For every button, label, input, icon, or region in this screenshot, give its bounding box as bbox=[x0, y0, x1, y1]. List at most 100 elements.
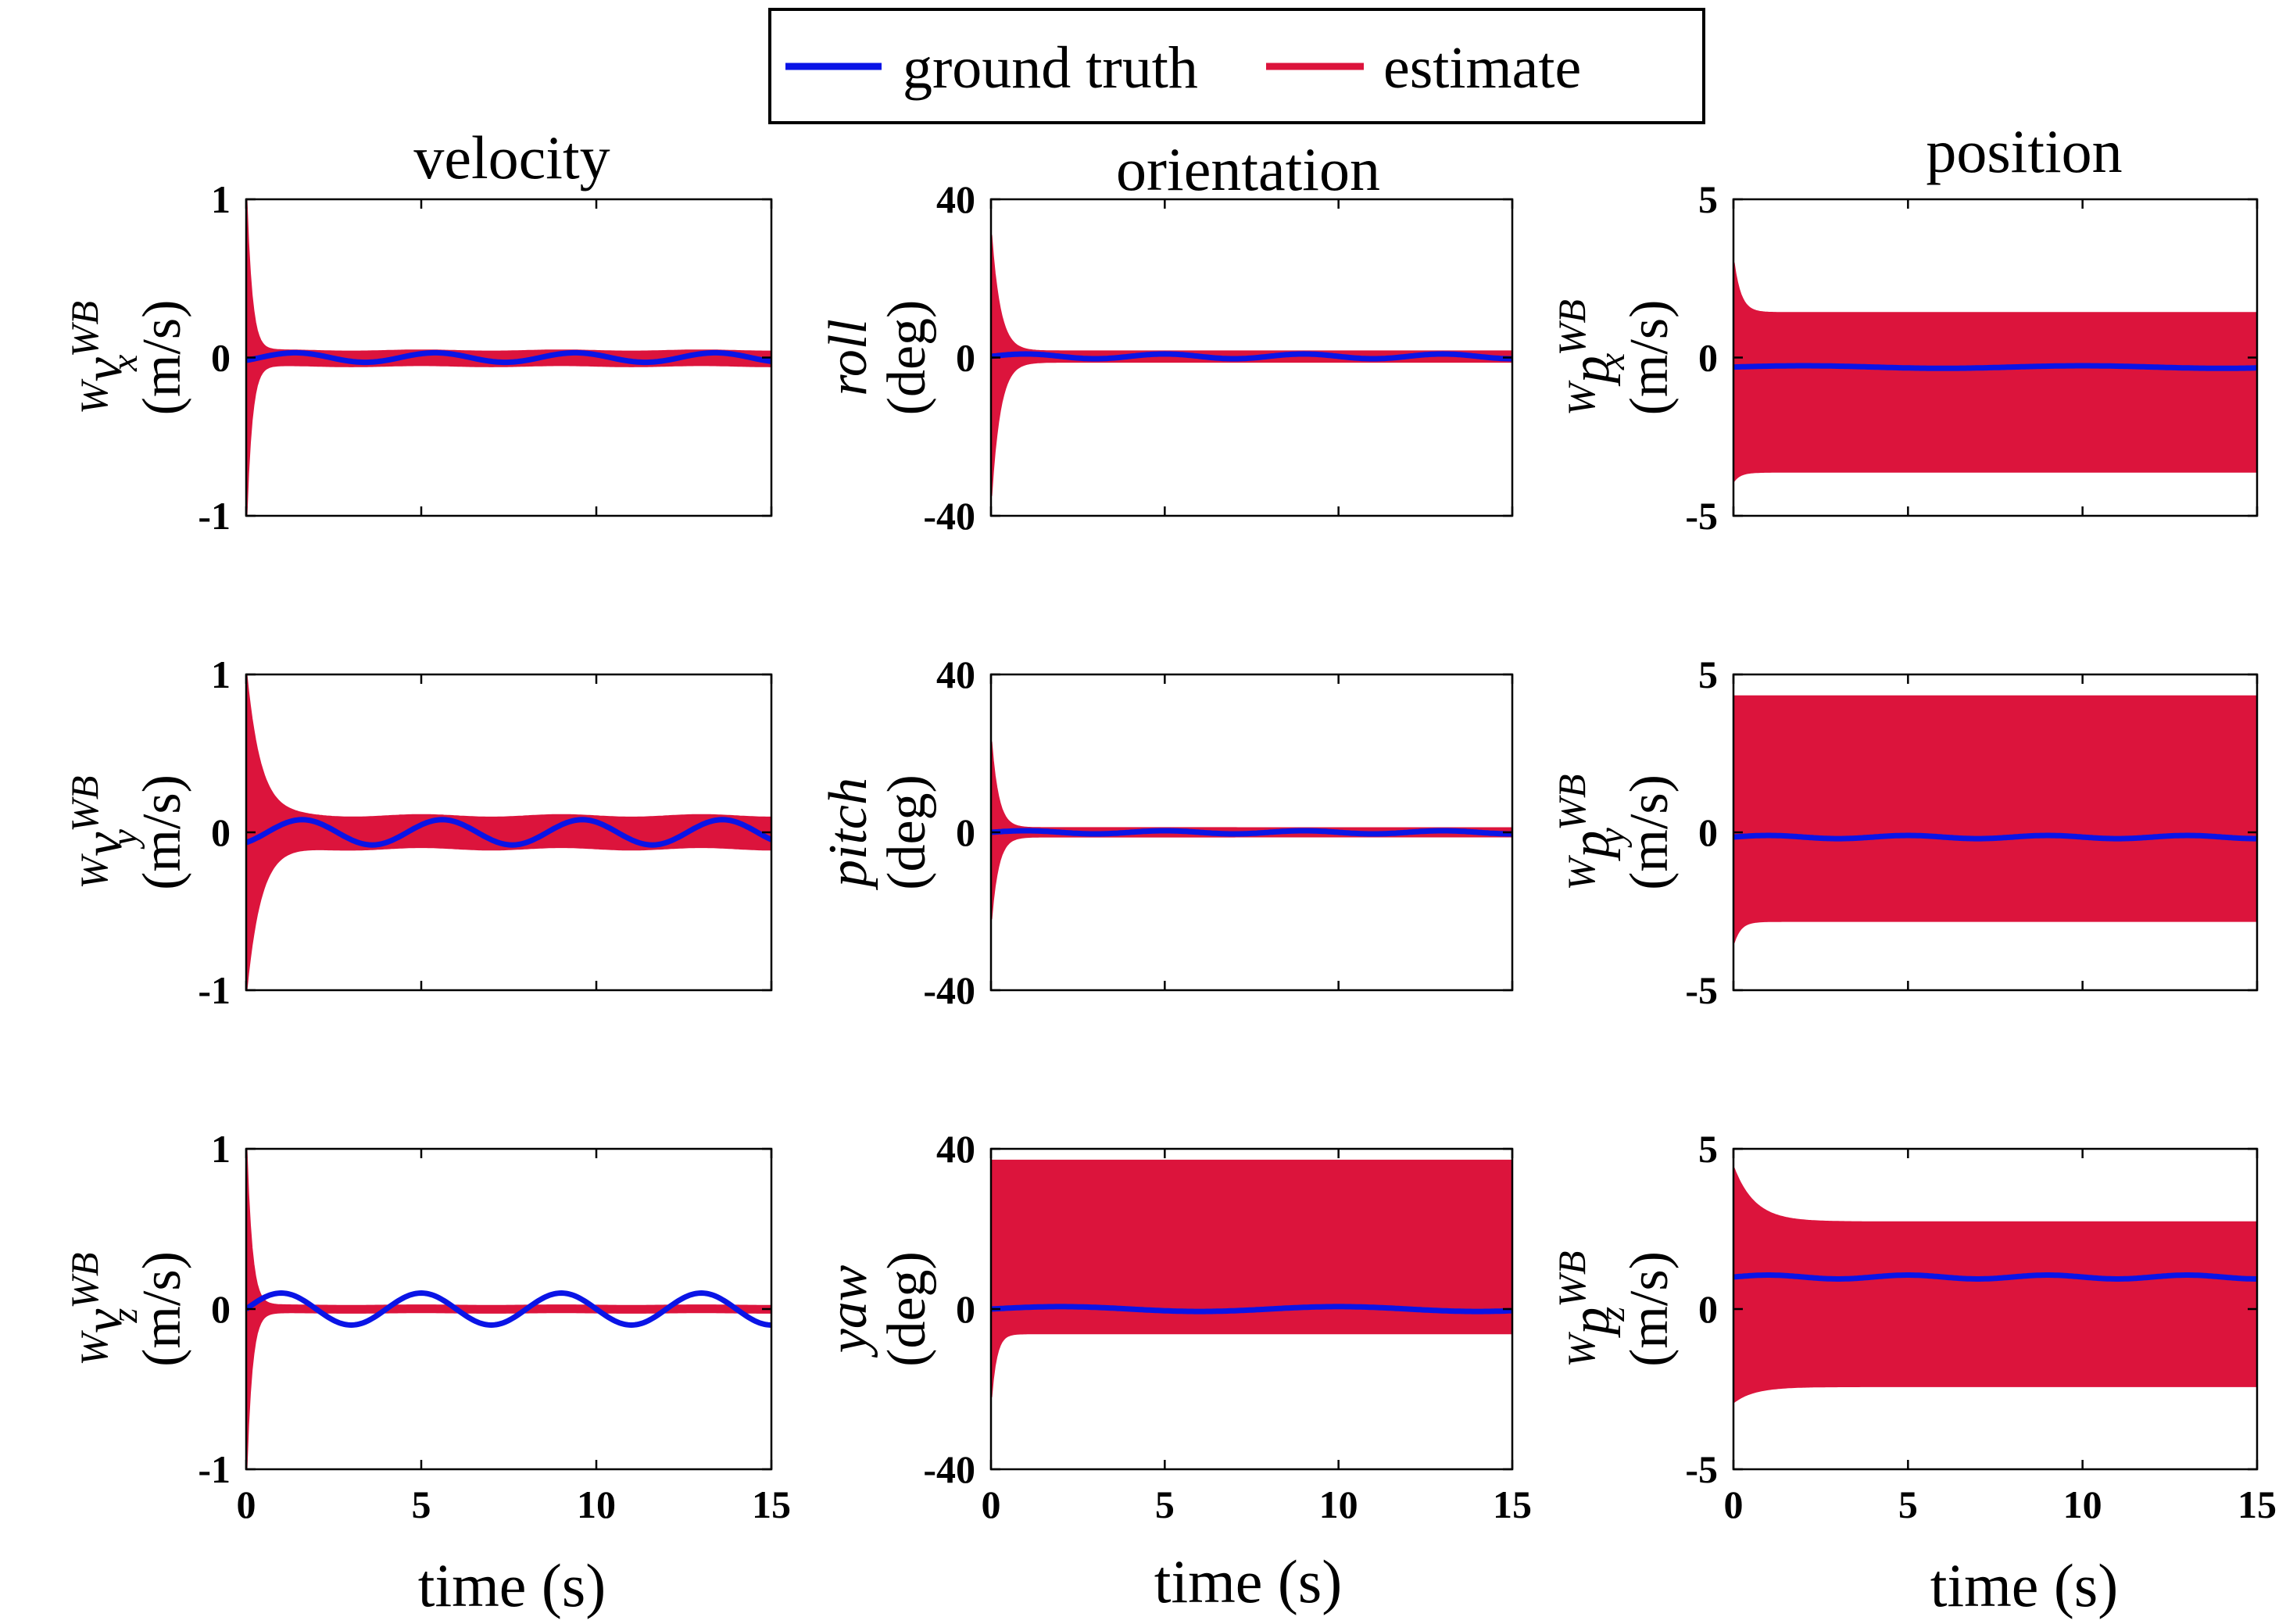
legend: ground truth estimate bbox=[768, 8, 1705, 124]
legend-label-ground-truth: ground truth bbox=[903, 35, 1198, 101]
y-tick-label: 40 bbox=[936, 653, 975, 696]
panel-py: 50-5(m/s)WpWBy bbox=[1550, 653, 2259, 1012]
y-axis-superscript-left: W bbox=[72, 378, 116, 414]
y-axis-symbol-vx: WvWBx bbox=[63, 301, 145, 414]
y-axis-symbol-pitch: pitch bbox=[818, 778, 878, 891]
y-axis-subscript: z bbox=[104, 1308, 145, 1324]
y-axis-superscript: WB bbox=[63, 1253, 106, 1309]
y-axis-unit-vz: (m/s) bbox=[132, 1251, 192, 1367]
panel-roll: 40 0 -40 (deg)roll bbox=[818, 177, 1514, 538]
legend-box bbox=[768, 8, 1705, 124]
y-axis-unit-roll: (deg) bbox=[877, 300, 937, 416]
column-title-orientation: orientation bbox=[1116, 135, 1380, 203]
y-axis-symbol: p bbox=[1561, 356, 1621, 387]
panel-vx: 10-1(m/s)WvWBx bbox=[63, 177, 773, 538]
y-tick-label: -1 bbox=[198, 494, 231, 538]
y-tick-label: 0 bbox=[956, 1287, 975, 1331]
y-axis-subscript: y bbox=[1591, 828, 1633, 849]
ground-truth-line-pz bbox=[1733, 1272, 2257, 1282]
x-tick-label: 15 bbox=[2238, 1483, 2277, 1526]
legend-label-estimate: estimate bbox=[1383, 35, 1581, 101]
y-axis-superscript: WB bbox=[63, 301, 106, 357]
y-axis-symbol: v bbox=[73, 832, 134, 857]
y-axis-superscript: WB bbox=[1550, 1251, 1594, 1307]
y-axis-symbol: p bbox=[1561, 1307, 1621, 1339]
y-tick-label: -1 bbox=[198, 968, 231, 1012]
x-tick-label: 10 bbox=[577, 1483, 616, 1526]
y-axis-unit-vx: (m/s) bbox=[132, 300, 192, 416]
y-tick-label: 40 bbox=[936, 177, 975, 221]
ground-truth-line-vx bbox=[246, 349, 771, 366]
y-axis-subscript: y bbox=[104, 829, 145, 850]
y-tick-label: 5 bbox=[1698, 1127, 1718, 1171]
ground-truth-line-yaw bbox=[991, 1304, 1512, 1315]
y-axis-unit-vy: (m/s) bbox=[132, 774, 192, 890]
y-axis-symbol: p bbox=[1561, 831, 1621, 862]
y-axis-subscript: x bbox=[104, 355, 145, 372]
estimate-band-pz bbox=[1733, 1168, 2257, 1404]
y-axis-unit-yaw: (deg) bbox=[877, 1251, 937, 1367]
y-axis-symbol: v bbox=[73, 356, 134, 381]
y-axis-symbol: v bbox=[73, 1308, 134, 1333]
y-tick-label: 40 bbox=[936, 1127, 975, 1171]
y-axis-symbol-pz: WpWBz bbox=[1550, 1251, 1633, 1368]
y-axis-symbol-py: WpWBy bbox=[1550, 774, 1633, 891]
ground-truth-line-roll bbox=[991, 351, 1512, 362]
y-axis-unit-pz: (m/s) bbox=[1619, 1251, 1680, 1367]
y-tick-label: 5 bbox=[1698, 653, 1718, 696]
estimate-band-py bbox=[1733, 695, 2257, 943]
y-tick-label: 0 bbox=[211, 1287, 231, 1331]
estimate-band-px bbox=[1733, 262, 2257, 483]
y-axis-superscript: WB bbox=[1550, 299, 1594, 356]
y-tick-label: 1 bbox=[211, 1127, 231, 1171]
y-axis-superscript: WB bbox=[63, 776, 106, 832]
y-axis-unit-pitch: (deg) bbox=[877, 774, 937, 890]
estimate-band-yaw bbox=[991, 1159, 1512, 1397]
y-tick-label: 0 bbox=[1698, 336, 1718, 380]
y-tick-label: -40 bbox=[923, 1447, 975, 1491]
y-tick-label: -5 bbox=[1685, 968, 1718, 1012]
y-axis-unit-py: (m/s) bbox=[1619, 774, 1680, 890]
y-axis-symbol-vy: WvWBy bbox=[63, 776, 145, 889]
y-tick-label: -5 bbox=[1685, 494, 1718, 538]
panel-pitch: 40 0 -40 (deg)pitch bbox=[818, 653, 1514, 1012]
x-axis-label-col1: time (s) bbox=[1154, 1547, 1342, 1615]
y-tick-label: 0 bbox=[1698, 1287, 1718, 1331]
y-axis-superscript-left: W bbox=[1559, 854, 1603, 890]
y-tick-label: 0 bbox=[211, 336, 231, 380]
y-axis-superscript-left: W bbox=[1559, 380, 1603, 416]
y-axis-superscript-left: W bbox=[72, 1329, 116, 1365]
x-tick-label: 0 bbox=[1724, 1483, 1744, 1526]
x-tick-label: 10 bbox=[2063, 1483, 2102, 1526]
y-axis-symbol-yaw: yaw bbox=[818, 1265, 878, 1358]
y-axis-symbol-px: WpWBx bbox=[1550, 299, 1633, 416]
column-title-position: position bbox=[1926, 117, 2122, 185]
y-axis-subscript: x bbox=[1591, 353, 1633, 370]
x-axis-label-col2: time (s) bbox=[1930, 1551, 2118, 1619]
y-axis-unit-px: (m/s) bbox=[1619, 300, 1680, 416]
y-tick-label: 0 bbox=[956, 336, 975, 380]
estimate-band-vz bbox=[246, 1149, 771, 1469]
ground-truth-line-px bbox=[1733, 363, 2257, 371]
y-axis-superscript-left: W bbox=[72, 853, 116, 889]
x-tick-label: 5 bbox=[1898, 1483, 1918, 1526]
x-tick-label: 15 bbox=[1493, 1483, 1532, 1526]
y-axis-subscript: z bbox=[1591, 1307, 1633, 1322]
y-tick-label: -40 bbox=[923, 494, 975, 538]
x-tick-label: 0 bbox=[982, 1483, 1001, 1526]
x-tick-label: 5 bbox=[412, 1483, 431, 1526]
panel-vy: 10-1(m/s)WvWBy bbox=[63, 653, 773, 1012]
panel-px: 50-5(m/s)WpWBx bbox=[1550, 177, 2259, 538]
y-tick-label: 0 bbox=[956, 810, 975, 854]
y-axis-superscript: WB bbox=[1550, 774, 1594, 831]
ground-truth-line-py bbox=[1733, 832, 2257, 842]
y-axis-superscript-left: W bbox=[1559, 1331, 1603, 1367]
y-axis-symbol-vz: WvWBz bbox=[63, 1253, 145, 1366]
x-axis-labels: time (s) time (s) time (s) bbox=[418, 1547, 2118, 1619]
y-tick-label: -1 bbox=[198, 1447, 231, 1491]
x-tick-label: 10 bbox=[1319, 1483, 1358, 1526]
y-tick-label: 1 bbox=[211, 653, 231, 696]
